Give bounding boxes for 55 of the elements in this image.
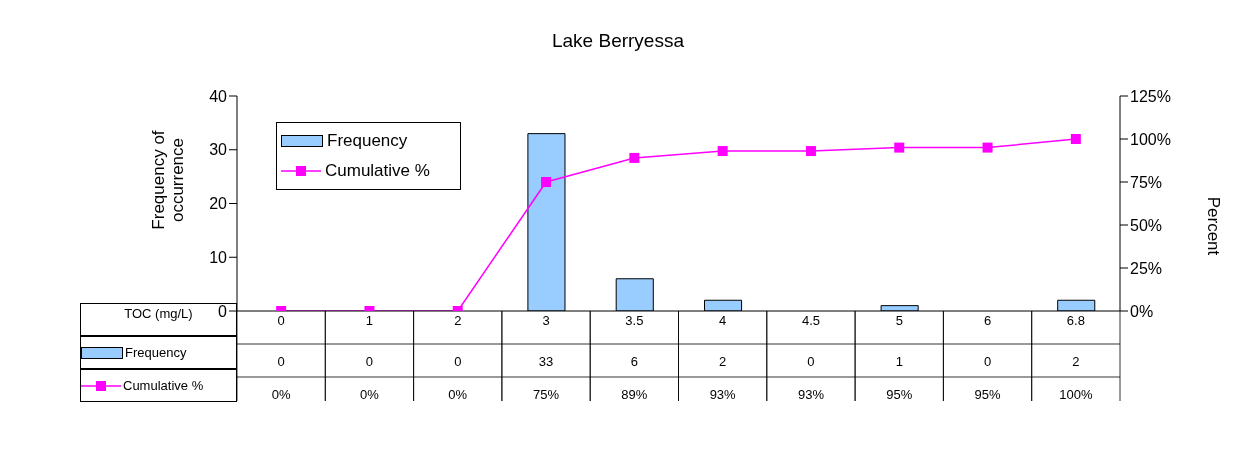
- data-label: 0%: [271, 387, 291, 402]
- y2-tick-label: 50%: [1130, 216, 1163, 234]
- x-tick-label: 4: [719, 313, 727, 328]
- data-label: 2: [1072, 354, 1080, 369]
- data-label: 0: [365, 354, 374, 369]
- data-label: 93%: [709, 387, 737, 402]
- point: [717, 146, 728, 157]
- x-tick-label: 3: [542, 313, 550, 328]
- x-tick-label: 2: [454, 313, 462, 328]
- point: [1070, 134, 1081, 144]
- y-tick-label: 30: [209, 141, 228, 159]
- y-axis-title: Frequency of occurrence: [149, 129, 187, 232]
- data-label: 95%: [886, 387, 913, 402]
- data-label: 89%: [621, 387, 648, 402]
- data-label: 0%: [448, 387, 468, 402]
- data-label: 33: [538, 354, 554, 369]
- data-label: 93%: [797, 387, 825, 402]
- data-label: 100%: [1059, 387, 1093, 402]
- point: [894, 142, 905, 153]
- legend-label: Cumulative %: [325, 161, 430, 181]
- point: [982, 142, 993, 153]
- data-label: 0: [983, 354, 992, 369]
- data-label: 95%: [974, 387, 1001, 402]
- legend-label: Frequency: [327, 131, 408, 151]
- data-label: 1: [895, 354, 903, 369]
- data-label: 2: [719, 354, 727, 369]
- point: [805, 146, 816, 157]
- data-label: 0%: [360, 387, 380, 402]
- point: [629, 152, 640, 163]
- y2-tick-label: 0%: [1130, 302, 1154, 320]
- y-tick-label: 20: [209, 195, 228, 213]
- data-label: 0: [807, 354, 815, 369]
- y-tick-label: 10: [209, 248, 228, 266]
- x-tick-label: 5: [895, 313, 903, 328]
- x-tick-label: 1: [365, 313, 374, 328]
- y2-tick-label: 75%: [1130, 173, 1163, 191]
- y2-tick-label: 25%: [1130, 259, 1163, 277]
- x-tick-label: 4.5: [801, 313, 820, 328]
- y2-axis-title: Percent: [1203, 196, 1223, 256]
- y-tick-label: 40: [209, 87, 228, 105]
- x-axis-title: TOC (mg/L): [124, 306, 193, 321]
- data-label: 6: [630, 354, 638, 369]
- y2-tick-label: 100%: [1130, 130, 1171, 148]
- x-tick-label: 6.8: [1066, 313, 1085, 328]
- point: [541, 177, 552, 187]
- y2-tick-label: 125%: [1130, 87, 1171, 105]
- x-tick-label: 3.5: [625, 313, 644, 328]
- data-label: 0: [454, 354, 462, 369]
- text: Cumulative %: [123, 378, 204, 393]
- chart-title: Lake Berryessa: [551, 30, 685, 52]
- data-label: 0: [277, 354, 285, 369]
- data-label: 75%: [533, 387, 560, 402]
- x-tick-label: 6: [983, 313, 992, 328]
- x-tick-label: 0: [277, 313, 285, 328]
- text: Frequency: [125, 345, 187, 360]
